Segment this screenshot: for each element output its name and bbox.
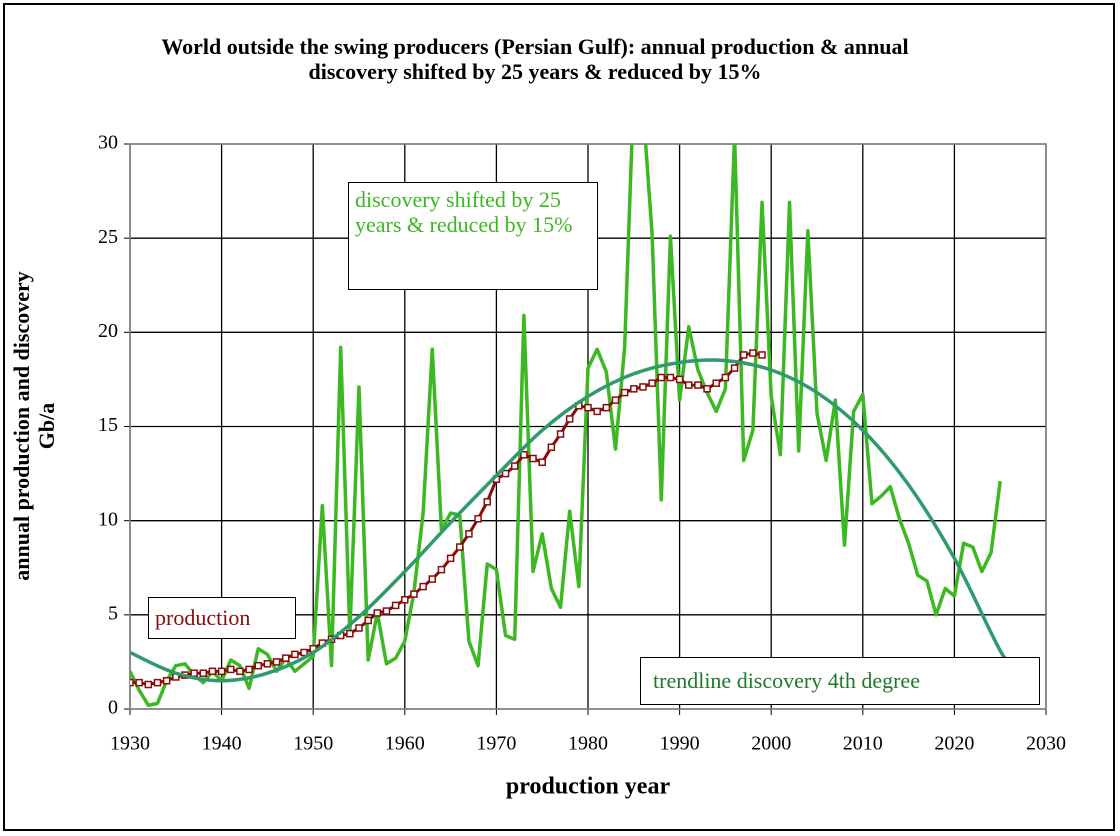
marker [135,678,143,687]
marker [410,590,418,598]
marker [547,443,556,451]
marker [639,383,647,391]
marker [529,454,537,463]
marker [694,381,702,389]
marker [474,515,482,523]
x-tick-label: 1970 [476,733,516,755]
series-line [130,351,763,687]
marker [245,665,253,674]
marker [382,607,391,615]
y-tick-label: 25 [98,226,118,248]
y-tick-label: 30 [98,132,118,154]
marker [584,403,592,412]
x-tick-label: 1930 [110,733,150,755]
marker [190,669,198,677]
x-tick-label: 1990 [660,733,700,755]
marker [648,379,656,387]
plot-area [130,144,1020,707]
marker [730,364,739,372]
marker [130,678,134,687]
marker [657,373,666,382]
y-tick-label: 10 [98,508,118,530]
marker [556,430,565,438]
x-tick-label: 2000 [751,733,791,755]
marker [712,379,720,387]
marker [675,375,684,384]
x-tick-label: 1940 [202,733,242,755]
y-tick-label: 0 [108,697,118,719]
x-tick-label: 2020 [934,733,974,755]
y-axis-label: annual production and discoveryGb/a [9,271,59,581]
marker [199,669,208,677]
marker [281,654,290,662]
marker [428,575,437,583]
marker [300,648,308,657]
marker [401,596,409,604]
marker [364,616,372,625]
marker [565,415,574,423]
y-tick-label: 15 [98,414,118,436]
marker [538,458,546,467]
marker [153,678,162,687]
marker [501,469,510,478]
annotation: production [148,597,296,639]
annotation: trendline discovery 4th degree [640,657,1040,705]
marker [483,498,491,506]
marker [685,381,693,389]
x-tick-label: 1960 [385,733,425,755]
marker [602,403,611,412]
marker [510,462,519,470]
y-tick-label: 5 [108,602,118,624]
marker [703,385,711,393]
marker [208,667,217,676]
marker [758,351,766,359]
marker [419,582,427,591]
marker [263,660,272,668]
marker [355,624,363,632]
x-tick-label: 2010 [843,733,883,755]
x-tick-label: 1950 [293,733,333,755]
marker [520,451,528,459]
marker [144,680,153,689]
series-line [130,144,1002,707]
annotation: discovery shifted by 25 years & reduced … [348,182,598,290]
plot-border [129,143,1047,710]
x-tick-label: 1980 [568,733,608,755]
marker [373,609,382,617]
marker [456,543,464,551]
marker [391,601,400,610]
marker [721,373,730,382]
x-tick-label: 2030 [1026,733,1066,755]
marker [666,373,675,382]
marker [217,667,226,676]
marker [236,667,244,676]
marker [749,349,757,357]
marker [593,407,601,416]
y-tick-label: 20 [98,320,118,342]
marker [611,396,620,404]
marker [446,554,455,563]
marker [346,629,354,638]
x-axis-label: production year [506,774,671,800]
marker [272,658,281,666]
marker [227,665,235,674]
marker [254,661,262,670]
marker [465,530,473,538]
marker [162,677,171,685]
series-line [130,358,1020,683]
marker [437,565,446,574]
marker [620,388,629,397]
marker [291,650,299,659]
marker [630,385,638,393]
marker [739,351,748,359]
chart-title: World outside the swing producers (Persi… [161,34,909,84]
